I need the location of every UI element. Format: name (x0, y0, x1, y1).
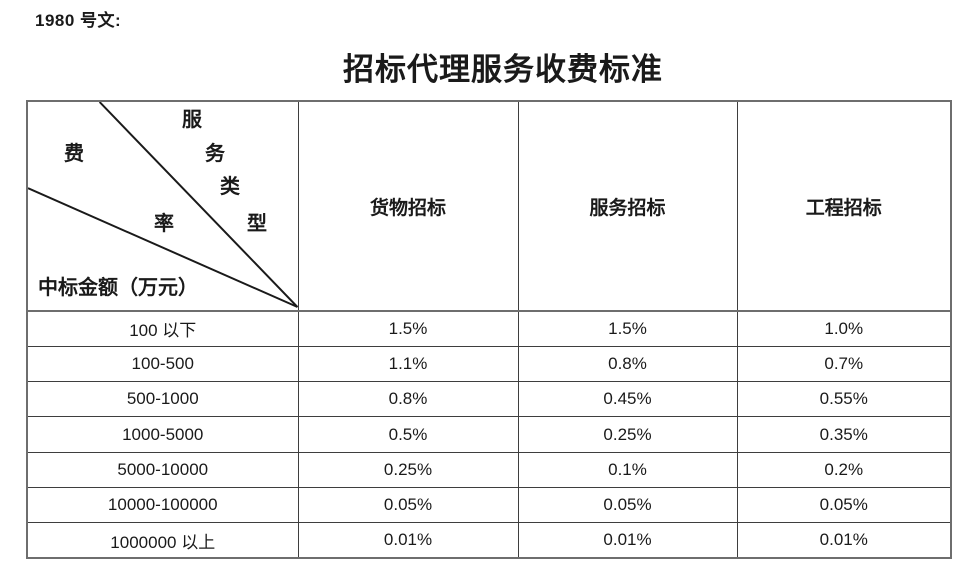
amount-range-cell: 1000-5000 (26, 416, 299, 453)
column-header-engineering: 工程招标 (736, 100, 952, 312)
rate-cell: 0.01% (297, 522, 519, 559)
column-header-services: 服务招标 (517, 100, 738, 312)
rate-cell: 1.1% (297, 345, 519, 383)
table-row: 100-500 1.1% 0.8% 0.7% (26, 345, 952, 383)
rate-cell: 0.7% (736, 345, 952, 383)
amount-range-cell: 5000-10000 (26, 451, 299, 488)
table-row: 1000-5000 0.5% 0.25% 0.35% (26, 416, 952, 453)
header-row: 费 服 务 类 型 率 中标金额（万元） 货物招标 服务招标 工程招标 (26, 100, 952, 312)
rate-cell: 0.45% (517, 381, 738, 418)
amount-range-cell: 100 以下 (26, 310, 299, 347)
rate-cell: 0.05% (736, 486, 952, 524)
rate-cell: 0.05% (297, 486, 519, 524)
corner-service-char: 型 (247, 213, 267, 235)
rate-cell: 0.8% (517, 345, 738, 383)
rate-cell: 0.25% (297, 451, 519, 488)
amount-range-cell: 100-500 (26, 345, 299, 383)
amount-range-cell: 500-1000 (26, 381, 299, 418)
doc-ref-label: 1980 号文: (35, 11, 122, 30)
rate-cell: 0.2% (736, 451, 952, 488)
rate-cell: 0.35% (736, 416, 952, 453)
rate-cell: 0.01% (736, 522, 952, 559)
diagonal-split-lines (28, 102, 298, 308)
table-row: 1000000 以上 0.01% 0.01% 0.01% (26, 522, 952, 559)
corner-service-char: 类 (220, 176, 240, 198)
corner-service-char: 服 (182, 109, 202, 131)
fee-standard-table: 费 服 务 类 型 率 中标金额（万元） 货物招标 服务招标 工程招标 100 … (26, 100, 952, 560)
rate-cell: 0.1% (517, 451, 738, 488)
rate-cell: 1.5% (517, 310, 738, 347)
table-row: 10000-100000 0.05% 0.05% 0.05% (26, 486, 952, 524)
page-title: 招标代理服务收费标准 (343, 52, 663, 87)
table-row: 5000-10000 0.25% 0.1% 0.2% (26, 451, 952, 488)
corner-fee-char: 费 (64, 143, 84, 165)
corner-amount-label: 中标金额（万元） (38, 277, 198, 299)
table-row: 500-1000 0.8% 0.45% 0.55% (26, 381, 952, 418)
rate-cell: 0.01% (517, 522, 738, 559)
table-row: 100 以下 1.5% 1.5% 1.0% (26, 310, 952, 347)
corner-rate-char: 率 (154, 213, 174, 235)
rate-cell: 0.05% (517, 486, 738, 524)
amount-range-cell: 10000-100000 (26, 486, 299, 524)
rate-cell: 1.0% (736, 310, 952, 347)
rate-cell: 0.8% (297, 381, 519, 418)
rate-cell: 1.5% (297, 310, 519, 347)
column-header-goods: 货物招标 (297, 100, 519, 312)
corner-service-char: 务 (205, 143, 225, 165)
rate-cell: 0.25% (517, 416, 738, 453)
rate-cell: 0.55% (736, 381, 952, 418)
rate-cell: 0.5% (297, 416, 519, 453)
diagonal-corner-cell: 费 服 务 类 型 率 中标金额（万元） (26, 100, 299, 312)
amount-range-cell: 1000000 以上 (26, 522, 299, 559)
